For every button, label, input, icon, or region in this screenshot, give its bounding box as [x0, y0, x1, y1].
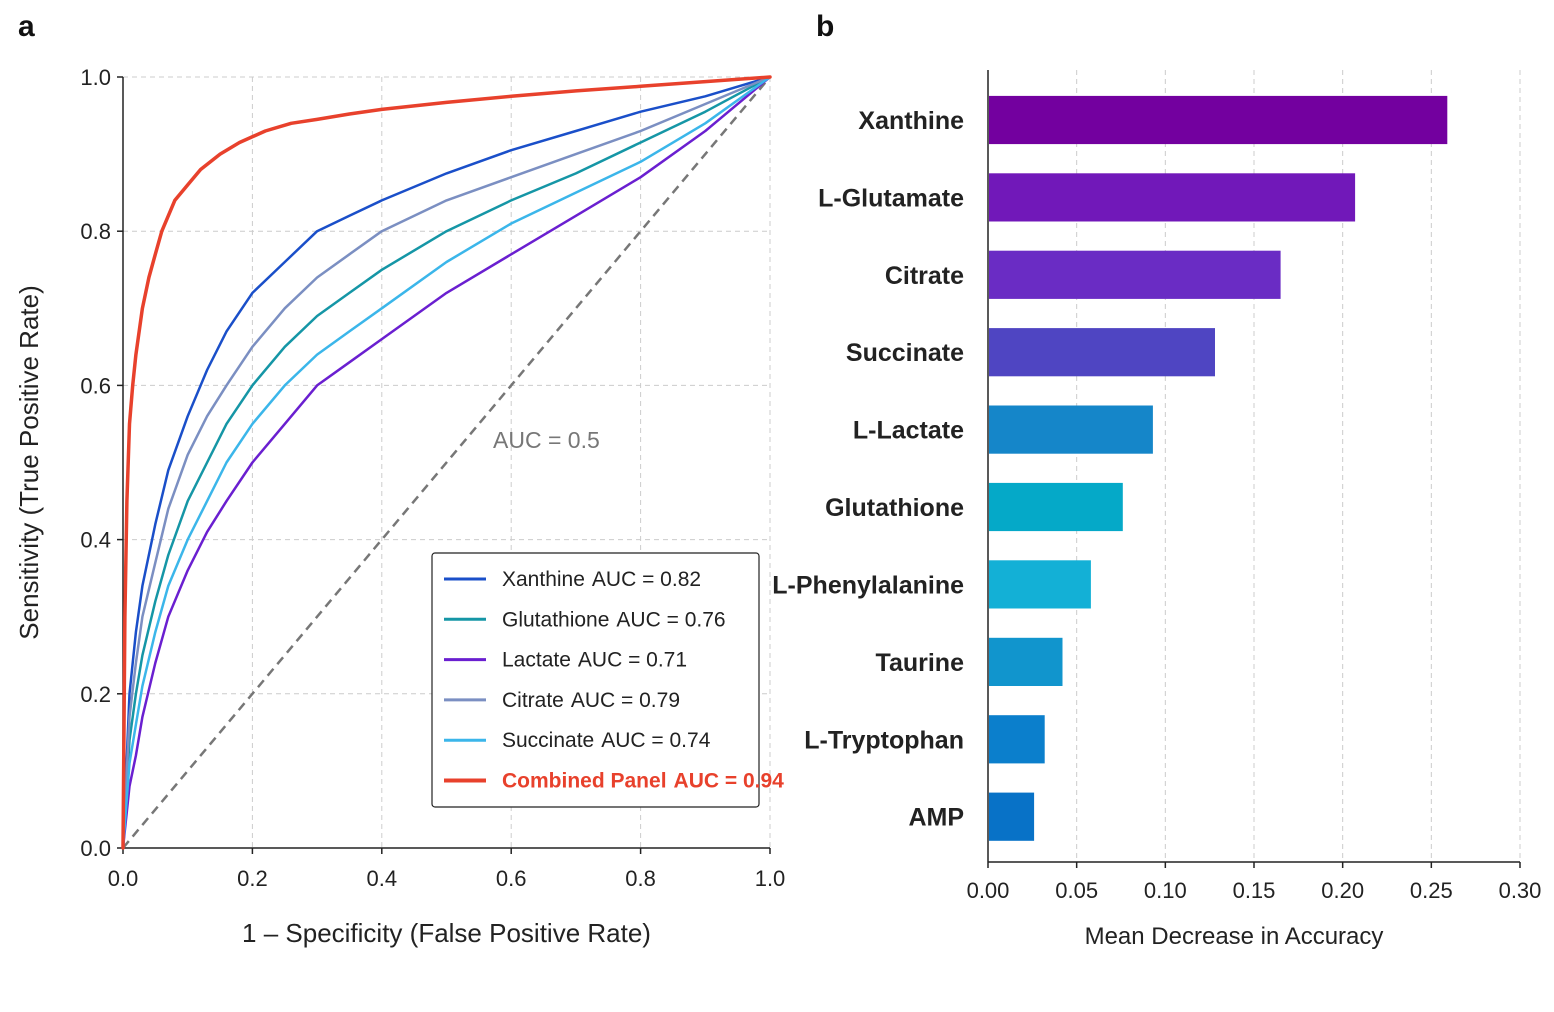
roc-series-line [121, 75, 772, 850]
roc-series-line [121, 75, 772, 850]
bar-category-label: L-Phenylalanine [772, 572, 964, 600]
roc-x-tick-label: 1.0 [755, 866, 786, 891]
legend-auc-value: AUC = 0.71 [578, 649, 687, 672]
bar-category-label: Succinate [846, 339, 964, 367]
roc-series-line [121, 75, 772, 850]
legend-entry: Glutathione AUC = 0.76 [502, 608, 726, 631]
legend-series-name: Citrate [502, 689, 564, 712]
roc-x-tick-label: 0.6 [496, 866, 527, 891]
roc-chart: 0.0 0.2 0.4 0.6 0.8 1.0 0.0 0.2 0.4 0.6 0.8 1.0 AUC… [14, 65, 785, 948]
importance-bar [989, 328, 1215, 377]
roc-y-tick-label: 0.8 [80, 219, 111, 244]
legend-entry: Xanthine AUC = 0.82 [502, 568, 701, 591]
roc-series-line [121, 75, 772, 850]
importance-bar [989, 95, 1448, 145]
legend-entry: Citrate AUC = 0.79 [502, 689, 680, 712]
roc-x-tick-label: 0.4 [367, 866, 398, 891]
legend-auc-value: AUC = 0.76 [616, 608, 725, 631]
legend-entry: Succinate AUC = 0.74 [502, 729, 711, 752]
roc-x-tick-label: 0.8 [625, 866, 656, 891]
bar-ticks: 0.00 0.05 0.10 0.15 0.20 0.25 0.30 [967, 862, 1542, 903]
roc-series-line [121, 75, 772, 850]
bar-category-label: L-Glutamate [818, 184, 964, 212]
bar-x-tick-label: 0.00 [967, 878, 1010, 903]
bar-category-label: Citrate [885, 262, 964, 290]
importance-bar-chart: 0.00 0.05 0.10 0.15 0.20 0.25 0.30 Xanthine L-G… [772, 70, 1541, 950]
bar-category-label: AMP [908, 804, 964, 832]
bar-category-label: L-Tryptophan [804, 726, 964, 754]
legend-auc-value: AUC = 0.94 [674, 770, 785, 793]
roc-x-tick-label: 0.0 [108, 866, 139, 891]
roc-x-axis-title: 1 – Specificity (False Positive Rate) [242, 918, 651, 948]
bar-x-axis-title: Mean Decrease in Accuracy [1085, 923, 1384, 950]
legend-series-name: Lactate [502, 649, 571, 672]
bar-x-tick-label: 0.25 [1410, 878, 1453, 903]
legend-auc-value: AUC = 0.74 [601, 729, 710, 752]
legend-entry: Lactate AUC = 0.71 [502, 649, 687, 672]
roc-y-tick-label: 0.0 [80, 836, 111, 861]
bar-bars [989, 95, 1448, 841]
bar-category-label: Taurine [876, 649, 965, 677]
panel-label-a: a [18, 10, 35, 43]
bar-category-label: L-Lactate [853, 417, 964, 445]
bar-x-tick-label: 0.20 [1321, 878, 1364, 903]
importance-bar [989, 637, 1063, 686]
legend-auc-value: AUC = 0.82 [592, 568, 701, 591]
roc-y-tick-label: 0.4 [80, 528, 111, 553]
bar-x-tick-label: 0.30 [1499, 878, 1542, 903]
bar-x-tick-label: 0.10 [1144, 878, 1187, 903]
roc-series-line [121, 75, 772, 850]
roc-ticks: 0.0 0.2 0.4 0.6 0.8 1.0 0.0 0.2 0.4 0.6 0.8 1.0 [80, 65, 785, 891]
importance-bar [989, 250, 1281, 299]
bar-category-labels: Xanthine L-Glutamate Citrate Succinate L-Lac… [772, 107, 964, 832]
importance-bar [989, 792, 1035, 841]
legend-series-name: Glutathione [502, 608, 609, 631]
bar-grid [1076, 70, 1521, 862]
importance-bar [989, 715, 1045, 764]
panel-label-b: b [816, 10, 834, 43]
bar-category-label: Xanthine [858, 107, 964, 135]
reference-auc-annotation: AUC = 0.5 [493, 427, 600, 453]
legend-entry: Combined Panel AUC = 0.94 [502, 770, 784, 793]
bar-x-tick-label: 0.15 [1233, 878, 1276, 903]
roc-legend: Xanthine AUC = 0.82 Glutathione AUC = 0.76 L… [431, 552, 784, 808]
legend-series-name: Xanthine [502, 568, 585, 591]
importance-bar [989, 560, 1091, 609]
roc-y-tick-label: 0.6 [80, 373, 111, 398]
legend-series-name: Succinate [502, 729, 594, 752]
legend-box [431, 552, 760, 808]
roc-y-axis-title: Sensitivity (True Positive Rate) [14, 285, 44, 639]
bar-x-tick-label: 0.05 [1055, 878, 1098, 903]
importance-bar [989, 405, 1153, 454]
legend-series-name: Combined Panel [502, 770, 667, 793]
bar-category-label: Glutathione [825, 494, 964, 522]
importance-bar [989, 173, 1356, 222]
reference-diagonal-line [122, 76, 771, 849]
roc-y-tick-label: 1.0 [80, 65, 111, 90]
roc-series-group [121, 75, 772, 850]
roc-x-tick-label: 0.2 [237, 866, 268, 891]
importance-bar [989, 482, 1123, 532]
legend-auc-value: AUC = 0.79 [571, 689, 680, 712]
roc-y-tick-label: 0.2 [80, 682, 111, 707]
